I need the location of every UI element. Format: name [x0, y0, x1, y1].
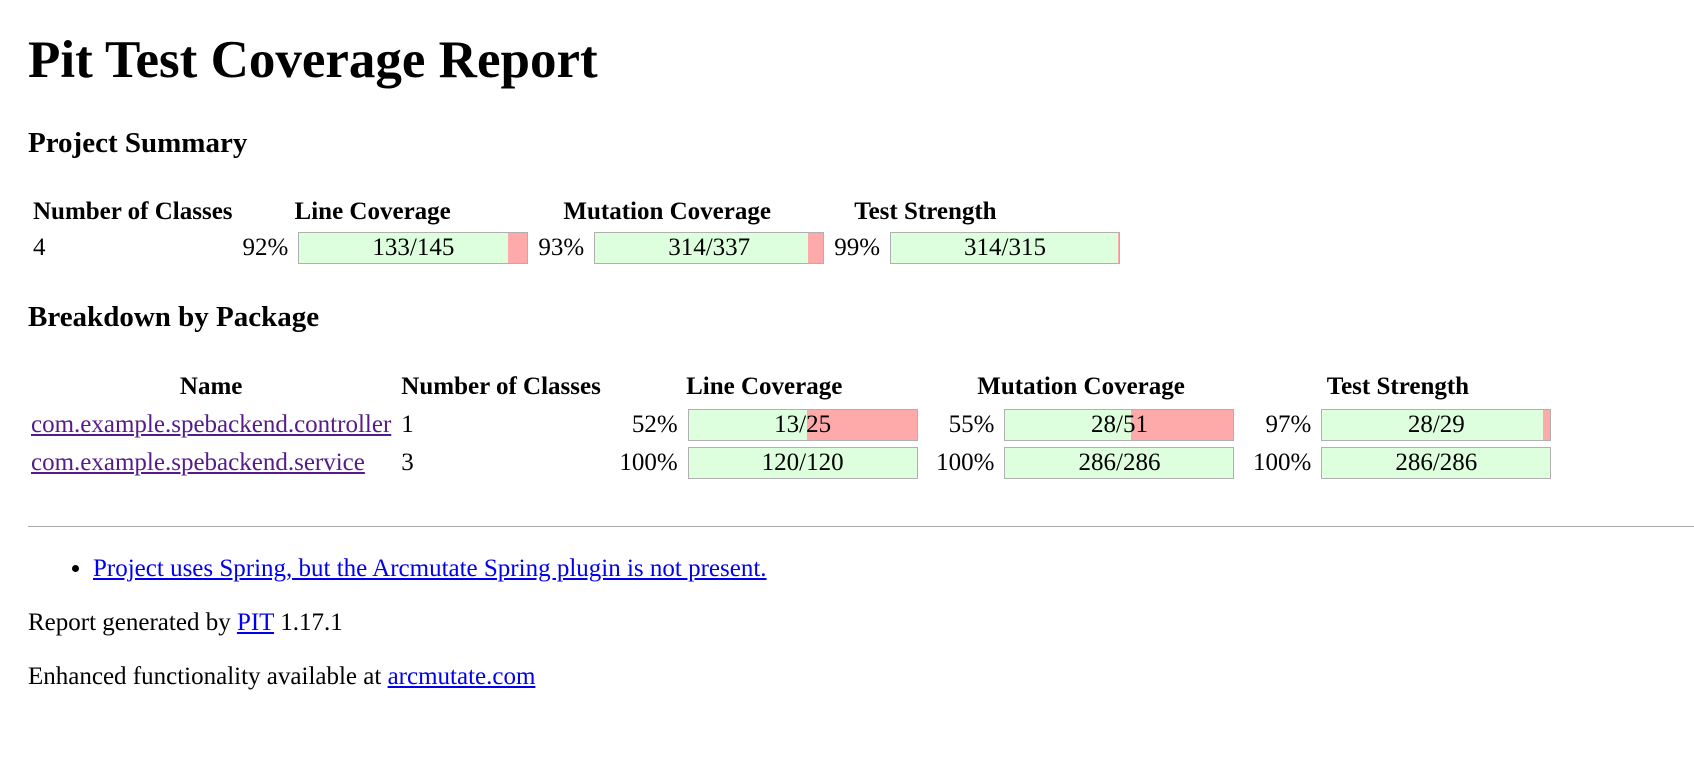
- project-summary-table: Number of Classes Line Coverage Mutation…: [28, 194, 1125, 266]
- summary-mutation-cell: 314/337: [589, 230, 829, 266]
- table-row: com.example.spebackend.service 3 100% 12…: [26, 444, 1556, 482]
- summary-line-cell: 133/145: [293, 230, 533, 266]
- notes-list: Project uses Spring, but the Arcmutate S…: [28, 553, 1694, 585]
- summary-mutation-bar-label: 314/337: [668, 234, 751, 261]
- package-mutation-bar-label: 286/286: [1078, 449, 1161, 476]
- package-line-pct: 100%: [619, 449, 678, 476]
- package-strength-bar-fill: [1322, 410, 1544, 440]
- package-mutation-bar-fill: [1005, 448, 1234, 478]
- summary-header-classes: Number of Classes: [33, 198, 233, 225]
- page-title: Pit Test Coverage Report: [28, 31, 598, 89]
- package-mutation-bar: 286/286: [1004, 447, 1235, 479]
- breakdown-header-mutation: Mutation Coverage: [977, 373, 1185, 400]
- package-strength-bar: 28/29: [1321, 409, 1552, 441]
- report-page: Pit Test Coverage Report Project Summary…: [0, 0, 1694, 693]
- summary-mutation-bar: 314/337: [594, 232, 825, 264]
- package-breakdown-table: Name Number of Classes Line Coverage Mut…: [26, 368, 1556, 482]
- breakdown-header-strength: Test Strength: [1326, 373, 1470, 400]
- package-name-cell: com.example.spebackend.controller: [26, 406, 396, 444]
- summary-line-bar: 133/145: [298, 232, 529, 264]
- summary-mutation-pct: 93%: [538, 234, 585, 261]
- summary-header-mutation: Mutation Coverage: [563, 198, 771, 225]
- summary-header-line: Line Coverage: [294, 198, 451, 225]
- package-line-pct: 52%: [631, 411, 678, 438]
- summary-mutation-bar-fill: [595, 233, 808, 263]
- list-item: Project uses Spring, but the Arcmutate S…: [93, 553, 1694, 585]
- package-line-bar-fill: [688, 410, 808, 440]
- breakdown-header-line: Line Coverage: [686, 373, 843, 400]
- package-mutation-bar-label: 28/51: [1091, 411, 1148, 438]
- package-strength-cell: 28/29: [1316, 406, 1556, 444]
- package-mutation-cell: 286/286: [999, 444, 1239, 482]
- table-row: com.example.spebackend.controller 1 52% …: [26, 406, 1556, 444]
- enhanced-prefix: Enhanced functionality available at: [28, 663, 388, 690]
- package-strength-bar-fill: [1322, 448, 1551, 478]
- package-name-cell: com.example.spebackend.service: [26, 444, 396, 482]
- package-mutation-pct: 55%: [948, 411, 995, 438]
- breakdown-header-name: Name: [179, 373, 243, 400]
- package-classes-value: 3: [401, 449, 414, 476]
- package-strength-bar-label: 286/286: [1395, 449, 1478, 476]
- package-mutation-pct: 100%: [936, 449, 995, 476]
- package-strength-pct: 97%: [1265, 411, 1312, 438]
- package-line-bar-fill: [688, 448, 917, 478]
- spring-plugin-note-link[interactable]: Project uses Spring, but the Arcmutate S…: [93, 555, 767, 582]
- breakdown-heading: Breakdown by Package: [28, 301, 320, 333]
- report-generated-line: Report generated by PIT 1.17.1: [28, 607, 1694, 639]
- project-summary-heading: Project Summary: [28, 127, 248, 159]
- package-classes-value: 1: [401, 411, 414, 438]
- pit-version: 1.17.1: [274, 609, 343, 636]
- package-line-bar-label: 13/25: [774, 411, 832, 438]
- package-line-cell: 120/120: [683, 444, 923, 482]
- summary-strength-bar-label: 314/315: [964, 234, 1046, 261]
- package-strength-cell: 286/286: [1316, 444, 1556, 482]
- package-link-service[interactable]: com.example.spebackend.service: [31, 449, 365, 476]
- package-mutation-bar-fill: [1005, 410, 1131, 440]
- summary-strength-cell: 314/315: [885, 230, 1125, 266]
- package-strength-bar: 286/286: [1321, 447, 1552, 479]
- package-line-bar: 13/25: [687, 409, 918, 441]
- breakdown-header-classes: Number of Classes: [401, 373, 601, 400]
- section-divider: [28, 526, 1694, 527]
- package-strength-pct: 100%: [1252, 449, 1312, 476]
- arcmutate-link[interactable]: arcmutate.com: [387, 663, 536, 690]
- summary-strength-bar: 314/315: [890, 232, 1121, 264]
- summary-line-pct: 92%: [242, 234, 289, 261]
- summary-line-bar-fill: [299, 233, 509, 263]
- package-line-bar-label: 120/120: [761, 449, 844, 476]
- package-mutation-bar: 28/51: [1004, 409, 1235, 441]
- package-line-bar: 120/120: [687, 447, 918, 479]
- generated-prefix: Report generated by: [28, 609, 237, 636]
- summary-strength-pct: 99%: [834, 234, 881, 261]
- pit-link[interactable]: PIT: [236, 609, 275, 636]
- package-link-controller[interactable]: com.example.spebackend.controller: [31, 411, 392, 438]
- summary-header-strength: Test Strength: [854, 198, 997, 225]
- summary-line-bar-label: 133/145: [372, 234, 455, 261]
- summary-strength-bar-fill: [891, 233, 1119, 263]
- package-mutation-cell: 28/51: [999, 406, 1239, 444]
- package-strength-bar-label: 28/29: [1407, 411, 1465, 438]
- summary-row: 4 92% 133/145 93% 314/337 99%: [28, 230, 1125, 266]
- summary-classes-value: 4: [33, 234, 46, 261]
- package-line-cell: 13/25: [683, 406, 923, 444]
- enhanced-functionality-line: Enhanced functionality available at arcm…: [28, 661, 1694, 693]
